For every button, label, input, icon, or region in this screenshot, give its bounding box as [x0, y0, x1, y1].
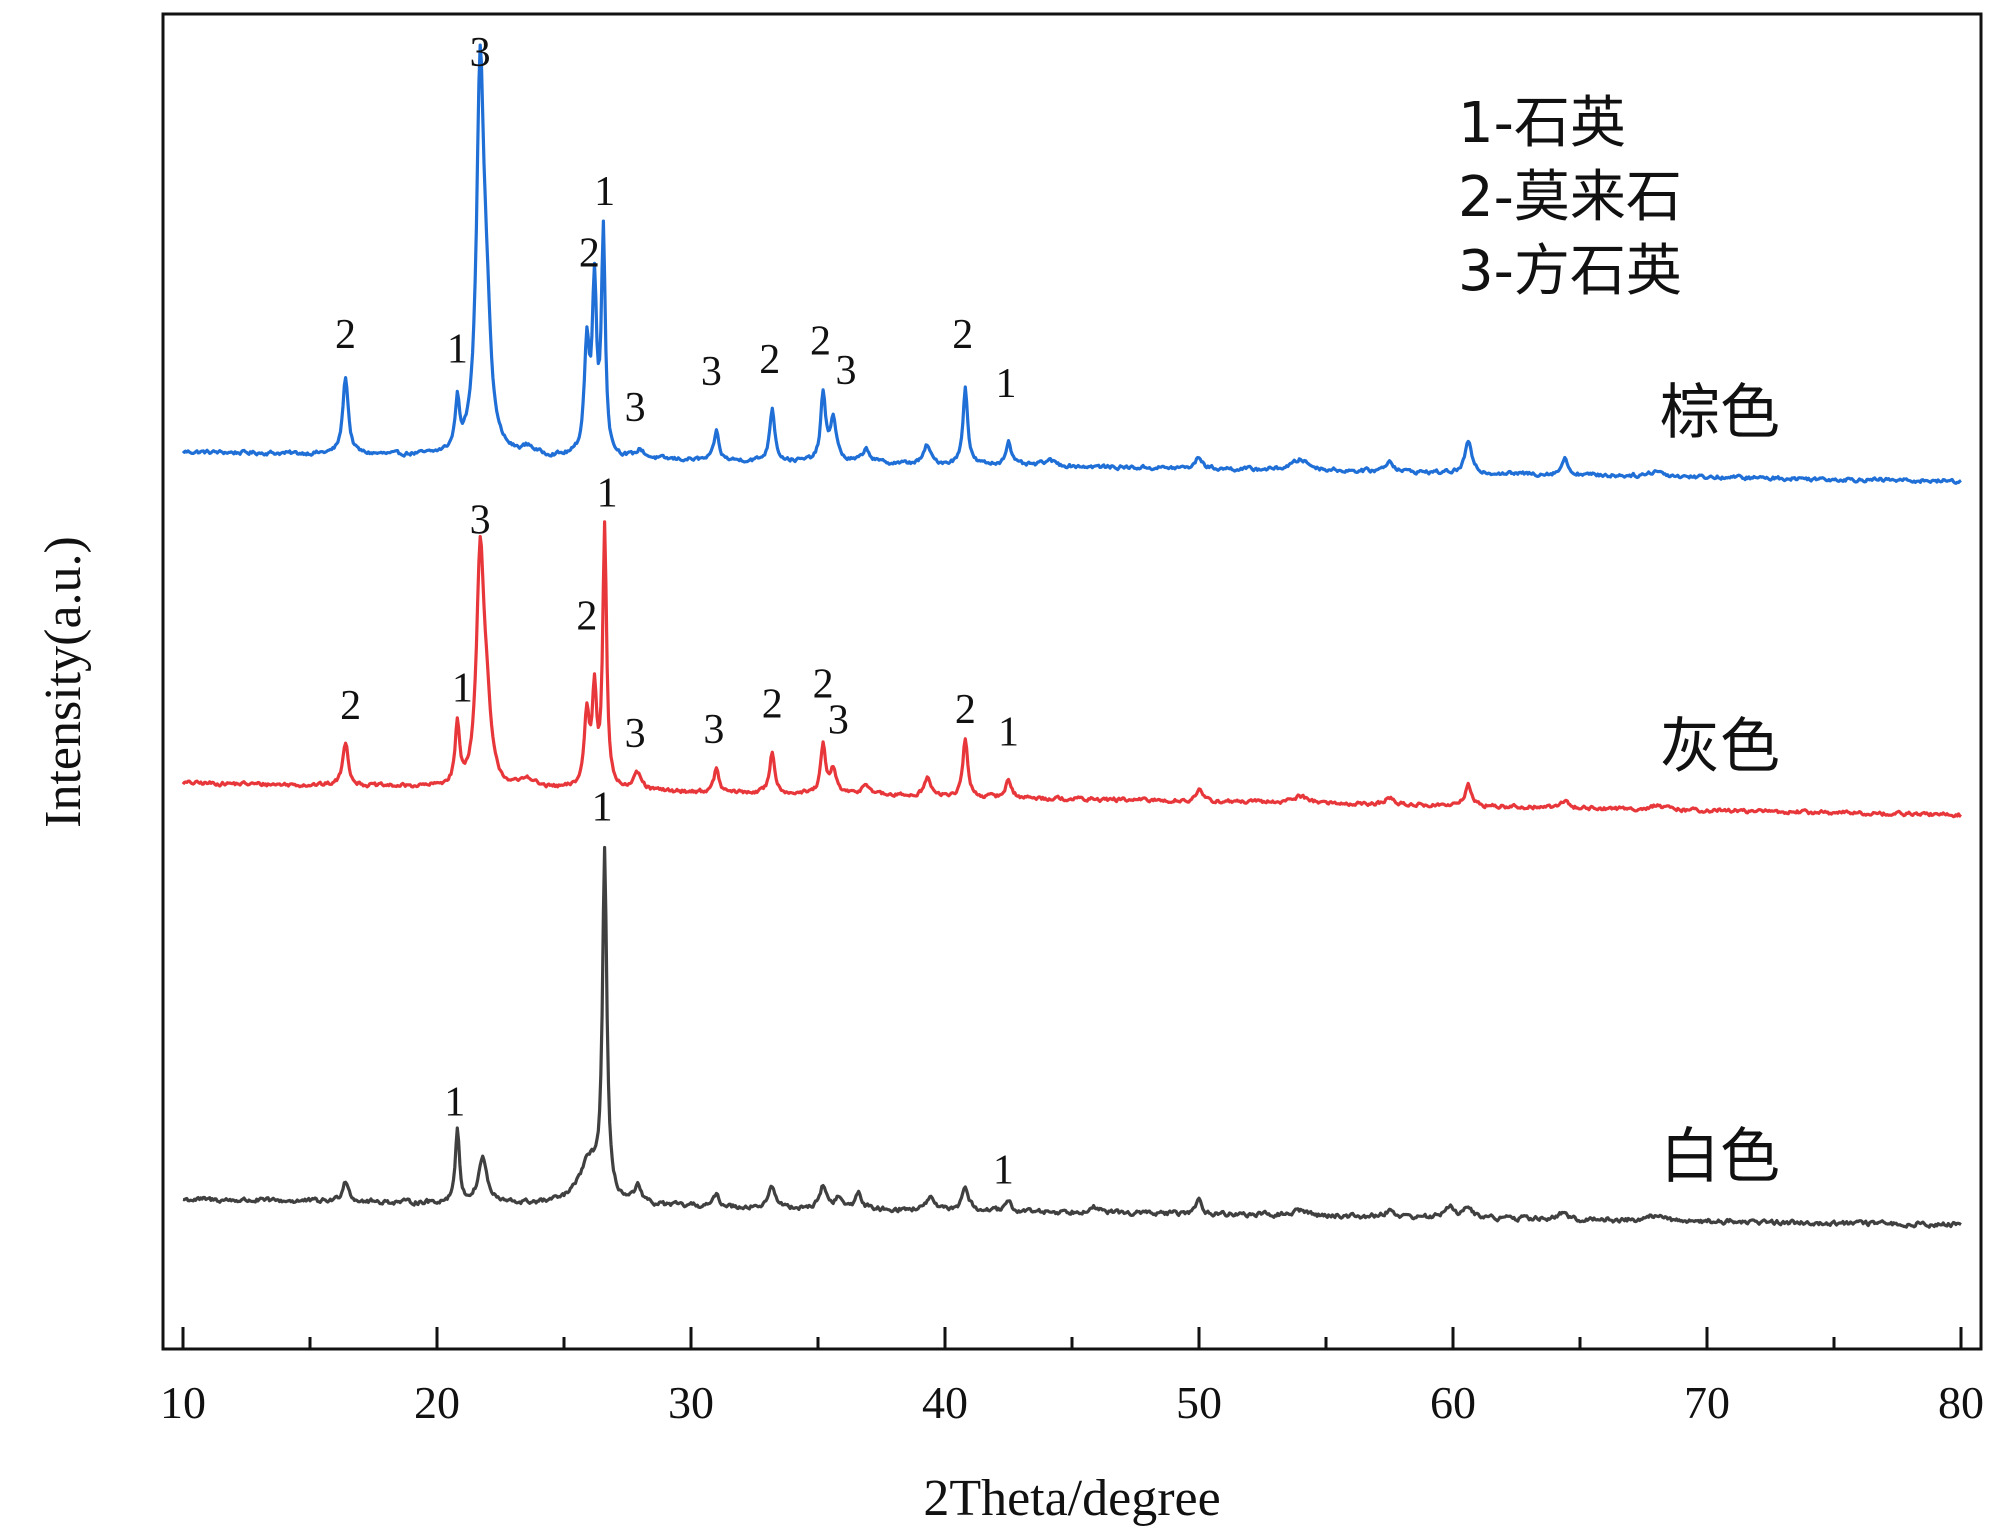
x-tick-label: 30: [668, 1377, 714, 1428]
series-line-1: [181, 520, 1962, 819]
peak-label: 3: [625, 385, 646, 431]
y-axis-title: Intensity(a.u.): [35, 536, 92, 828]
x-axis-ticks: [181, 1327, 1963, 1349]
peak-label: 2: [335, 312, 356, 358]
peak-label: 2: [813, 662, 834, 708]
peak-label: 1: [998, 710, 1019, 756]
series-line-2: [182, 845, 1962, 1229]
peak-label: 2: [810, 318, 831, 364]
legend-entry-quartz: 1-石英: [1458, 91, 1626, 156]
peak-label: 3: [625, 711, 646, 757]
x-tick-label: 60: [1430, 1377, 1476, 1428]
x-tick-label: 70: [1684, 1377, 1730, 1428]
peak-label: 2: [762, 682, 783, 728]
peak-label: 3: [828, 698, 849, 744]
peak-label: 1: [444, 1079, 465, 1125]
peak-label: 3: [470, 497, 491, 543]
peak-label: 3: [701, 349, 722, 395]
x-tick-label: 50: [1176, 1377, 1222, 1428]
peak-label: 1: [452, 666, 473, 712]
peak-label: 3: [835, 348, 856, 394]
peak-label: 1: [447, 326, 468, 372]
peak-label: 1: [995, 361, 1016, 407]
x-tick-label: 20: [414, 1377, 460, 1428]
peak-label: 3: [470, 30, 491, 76]
peak-label: 2: [579, 230, 600, 276]
legend-entry-mullite: 2-莫来石: [1458, 165, 1682, 230]
peak-label: 1: [592, 784, 613, 830]
x-tick-label: 40: [922, 1377, 968, 1428]
peak-label: 2: [340, 683, 361, 729]
series-line-0: [181, 43, 1962, 485]
peak-label: 1: [594, 169, 615, 215]
series-name-label: 白色: [1660, 1122, 1780, 1192]
peak-label: 1: [993, 1147, 1014, 1193]
peak-label: 2: [952, 312, 973, 358]
peak-label: 2: [759, 337, 780, 383]
series-name-label: 灰色: [1660, 712, 1780, 782]
peak-label: 2: [955, 687, 976, 733]
x-tick-label: 80: [1938, 1377, 1984, 1428]
x-axis-title: 2Theta/degree: [923, 1470, 1220, 1527]
series-name-label: 棕色: [1660, 378, 1780, 448]
legend-entry-cristobalite: 3-方石英: [1458, 239, 1682, 304]
peak-label: 2: [576, 593, 597, 639]
legend: 1-石英 2-莫来石 3-方石英: [1458, 91, 1682, 304]
peak-label: 1: [597, 471, 618, 517]
x-tick-label: 10: [160, 1377, 206, 1428]
peak-label: 3: [703, 707, 724, 753]
series-lines: [181, 43, 1962, 1229]
x-axis-tick-labels: 10 20 30 40 50 60 70 80: [160, 1377, 1984, 1428]
